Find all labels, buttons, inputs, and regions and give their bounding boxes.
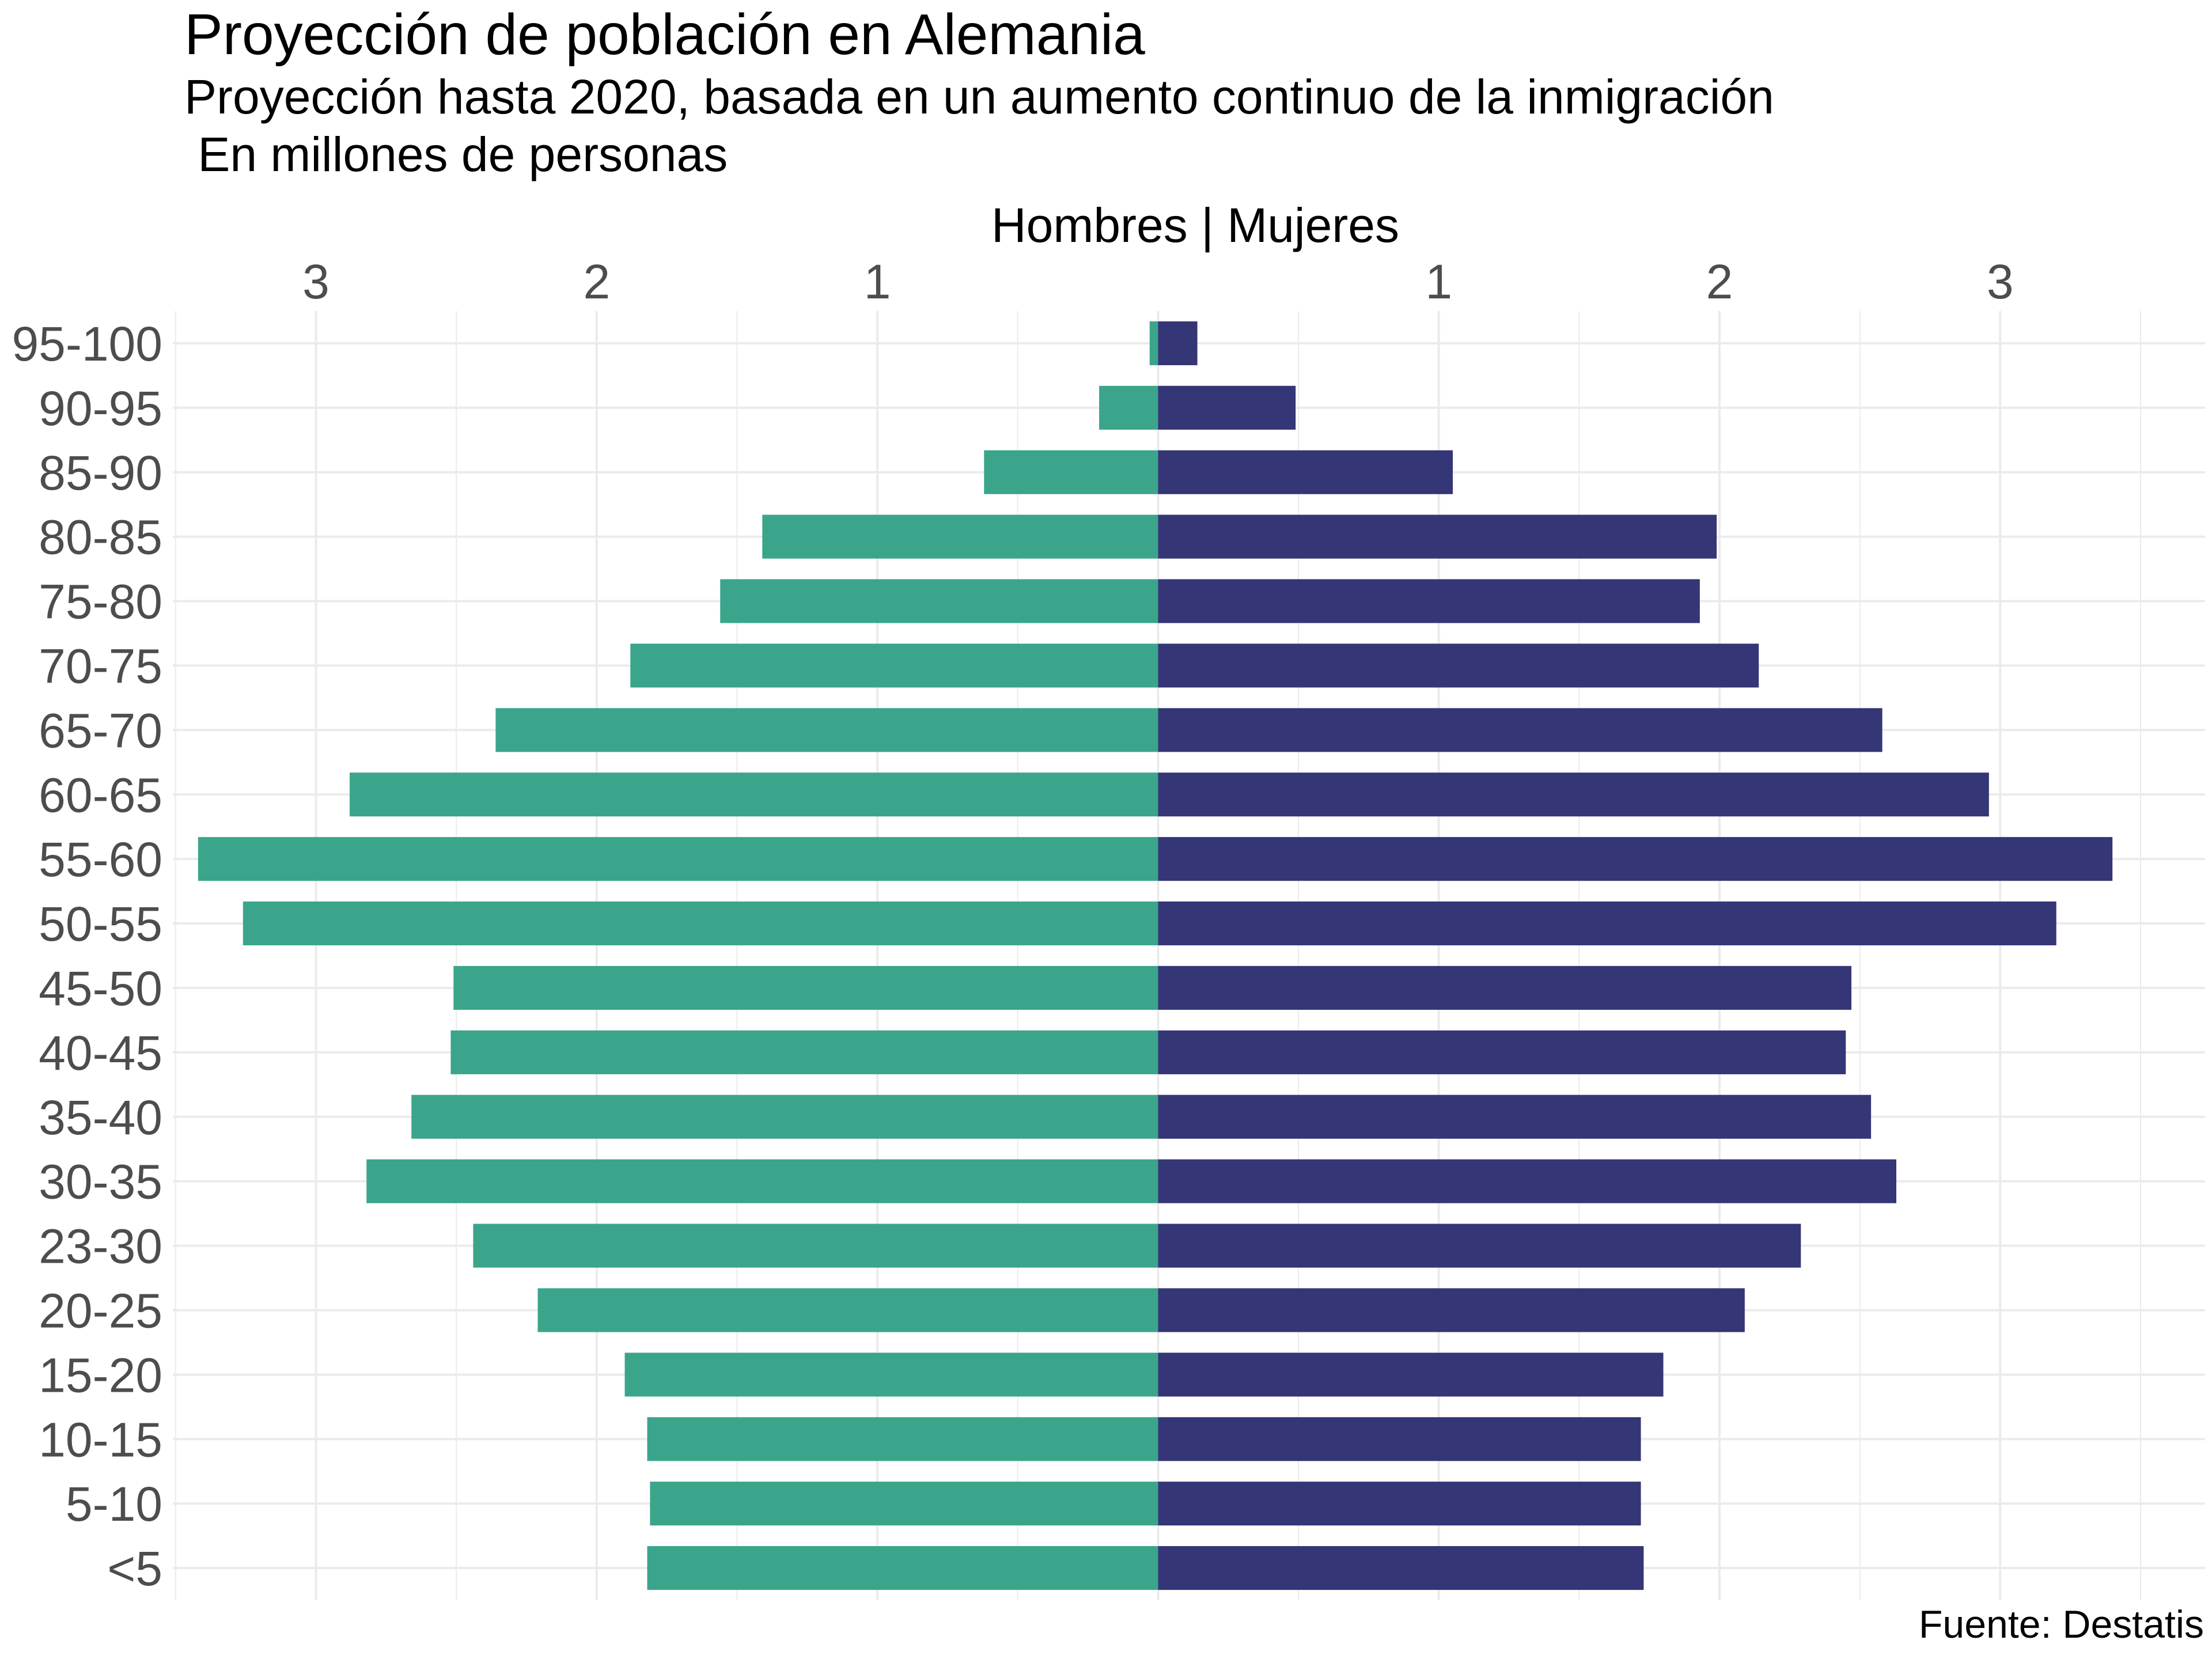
bar-hombres [537,1288,1158,1332]
bar-hombres [453,965,1158,1010]
bar-hombres [495,708,1158,752]
bar-mujeres [1158,643,1759,688]
bar-hombres [243,902,1158,946]
bar-hombres [1099,385,1158,430]
y-tick-label: 95-100 [12,317,162,371]
x-tick-label: 2 [1706,255,1733,309]
y-tick-label: 15-20 [39,1348,162,1402]
y-tick-label: 40-45 [39,1026,162,1080]
y-tick-label: 70-75 [39,639,162,693]
bar-hombres [349,772,1158,817]
chart-caption: Fuente: Destatis [1918,1603,2204,1646]
bar-hombres [366,1159,1158,1203]
y-tick-label: 65-70 [39,703,162,757]
bar-mujeres [1158,1353,1664,1397]
y-tick-label: 60-65 [39,768,162,822]
x-tick-label: 2 [583,255,610,309]
bar-mujeres [1158,579,1700,623]
bar-hombres [411,1094,1158,1139]
bar-mujeres [1158,1546,1644,1590]
y-tick-label: 75-80 [39,575,162,629]
bar-hombres [630,643,1158,688]
bar-mujeres [1158,321,1198,365]
y-tick-label: 55-60 [39,832,162,887]
bar-mujeres [1158,965,1852,1010]
y-tick-label: 30-35 [39,1155,162,1209]
y-tick-label: <5 [107,1541,162,1596]
y-tick-label: 10-15 [39,1412,162,1467]
bar-mujeres [1158,514,1717,559]
x-tick-label: 3 [1987,255,2014,309]
chart-subtitle: Proyección hasta 2020, basada en un aume… [184,70,1774,181]
x-axis-title: Hombres | Mujeres [991,198,1399,252]
bar-hombres [624,1353,1158,1397]
bar-mujeres [1158,385,1296,430]
bar-mujeres [1158,837,2113,881]
bar-hombres [1149,321,1158,365]
grid-lines [173,311,2205,1600]
y-tick-label: 85-90 [39,446,162,500]
x-tick-label: 1 [1425,255,1452,309]
bars [198,321,2113,1590]
y-tick-label: 80-85 [39,510,162,565]
bar-mujeres [1158,772,1989,817]
bar-hombres [647,1417,1158,1461]
y-tick-label: 90-95 [39,381,162,435]
bar-hombres [984,450,1158,494]
y-tick-label: 23-30 [39,1219,162,1274]
x-tick-labels: 3 2 1 1 2 3 [302,255,2013,309]
y-tick-label: 45-50 [39,961,162,1016]
bar-hombres [720,579,1158,623]
x-tick-label: 3 [302,255,329,309]
bar-hombres [450,1030,1158,1074]
bar-mujeres [1158,1417,1641,1461]
bar-mujeres [1158,708,1883,752]
y-tick-labels: 95-100 90-95 85-90 80-85 75-80 70-75 65-70 60-6… [12,317,162,1596]
chart-title: Proyección de población en Alemania [184,2,1145,67]
bar-mujeres [1158,1482,1641,1526]
bar-mujeres [1158,1030,1846,1074]
y-tick-label: 50-55 [39,897,162,951]
bar-mujeres [1158,1159,1896,1203]
bar-mujeres [1158,1094,1872,1139]
bar-hombres [473,1224,1158,1268]
y-tick-label: 20-25 [39,1283,162,1338]
bar-hombres [647,1546,1158,1590]
y-tick-label: 35-40 [39,1090,162,1145]
x-tick-label: 1 [864,255,891,309]
bar-hombres [650,1482,1158,1526]
bar-mujeres [1158,1288,1745,1332]
bar-mujeres [1158,1224,1801,1268]
bar-mujeres [1158,450,1453,494]
bar-hombres [198,837,1158,881]
bar-hombres [762,514,1158,559]
y-tick-label: 5-10 [66,1477,162,1531]
bar-mujeres [1158,902,2056,946]
